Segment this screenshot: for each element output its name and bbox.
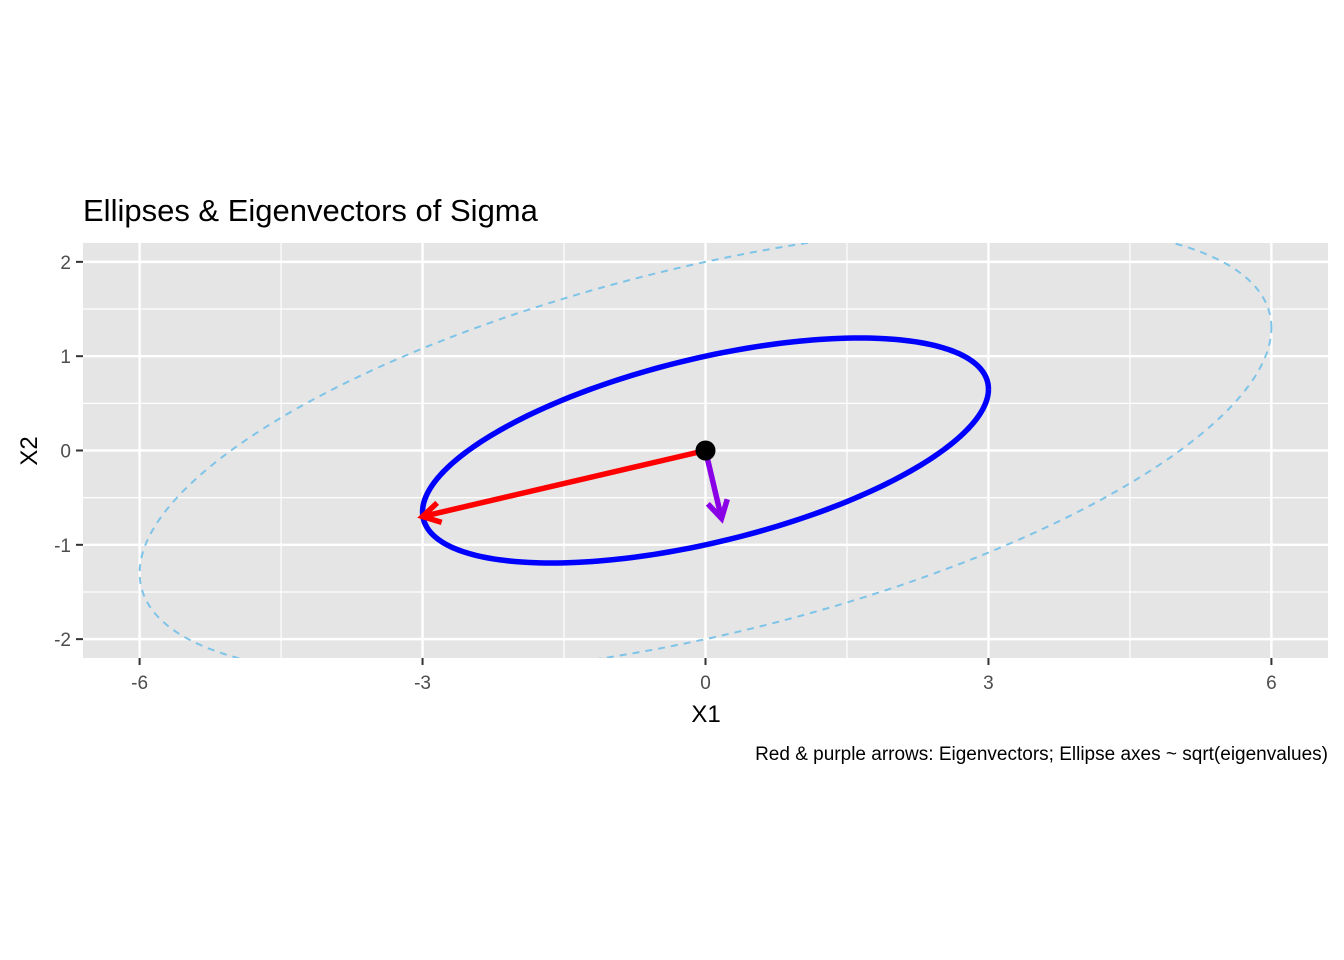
y-tick-label: -2 [54, 630, 71, 651]
y-axis-title: X2 [16, 436, 43, 465]
ellipse-inner [419, 335, 992, 566]
x-tick-label: -6 [131, 673, 148, 694]
arrow-eigenvector-1 [417, 447, 707, 525]
x-tick-label: 0 [700, 673, 711, 694]
x-axis: -6 -3 0 3 6 [131, 658, 1277, 694]
center-point [695, 440, 716, 461]
y-tick-label: 1 [60, 347, 71, 368]
x-tick-label: -3 [414, 673, 431, 694]
chart-caption: Red & purple arrows: Eigenvectors; Ellip… [755, 744, 1328, 765]
ellipse-outer [138, 243, 1273, 658]
arrow-eigenvector-2 [702, 449, 730, 524]
x-axis-title: X1 [691, 701, 720, 728]
plot-panel [83, 243, 1328, 658]
y-tick-label: 2 [60, 253, 71, 274]
chart-title: Ellipses & Eigenvectors of Sigma [83, 193, 539, 228]
y-tick-label: 0 [60, 442, 71, 463]
y-tick-label: -1 [54, 536, 71, 557]
x-tick-label: 3 [983, 673, 994, 694]
x-tick-label: 6 [1266, 673, 1277, 694]
y-axis: -2 -1 0 1 2 [54, 253, 83, 651]
